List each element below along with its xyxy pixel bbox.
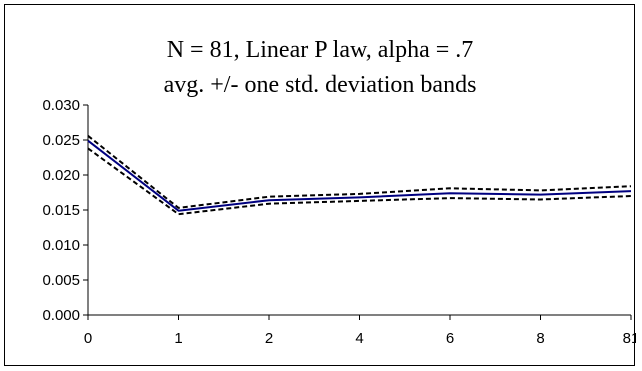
line-chart: N = 81, Linear P law, alpha = .7 avg. +/… — [42, 37, 636, 347]
y-tick-label: 0.025 — [42, 132, 80, 149]
series-layer — [87, 135, 632, 216]
x-axis-ticks: 0 1 2 4 6 8 81 — [84, 315, 636, 347]
y-tick-label: 0.000 — [42, 307, 80, 324]
x-tick-label: 81 — [623, 330, 636, 347]
chart-title: N = 81, Linear P law, alpha = .7 — [167, 37, 474, 63]
upper-band-line — [87, 135, 632, 209]
x-tick-label: 6 — [446, 330, 454, 347]
chart-area: N = 81, Linear P law, alpha = .7 avg. +/… — [4, 4, 636, 366]
y-tick-label: 0.030 — [42, 97, 80, 114]
x-tick-label: 2 — [265, 330, 273, 347]
chart-subtitle: avg. +/- one std. deviation bands — [164, 72, 477, 98]
axes — [87, 105, 631, 316]
y-axis-ticks: 0.000 0.005 0.010 0.015 0.020 0.025 0.030 — [42, 97, 88, 324]
x-tick-label: 4 — [355, 330, 363, 347]
y-tick-label: 0.015 — [42, 202, 80, 219]
x-tick-label: 8 — [536, 330, 544, 347]
x-tick-label: 0 — [84, 330, 92, 347]
x-tick-label: 1 — [174, 330, 182, 347]
average-line — [87, 139, 632, 212]
lower-band-line — [87, 147, 632, 216]
y-tick-label: 0.020 — [42, 167, 80, 184]
y-tick-label: 0.005 — [42, 272, 80, 289]
y-tick-label: 0.010 — [42, 237, 80, 254]
